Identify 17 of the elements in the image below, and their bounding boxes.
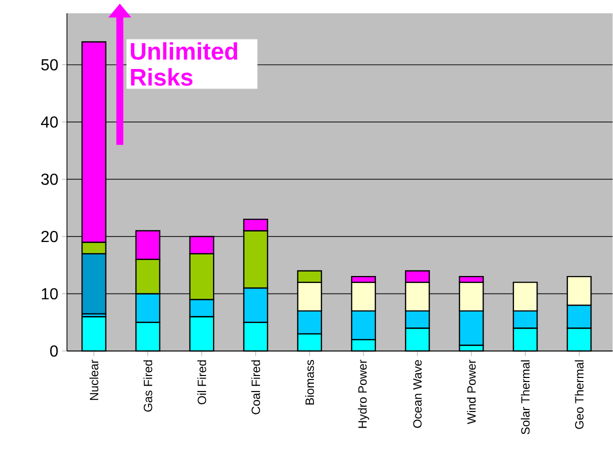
y-tick-label: 10 xyxy=(42,288,58,300)
x-tick-label: Hydro Power xyxy=(358,360,370,428)
x-tick-label: Gas Fired xyxy=(143,360,152,412)
x-tick-label: Nuclear xyxy=(90,360,98,400)
y-tick-label: 40 xyxy=(41,116,58,128)
y-tick-label: 20 xyxy=(41,230,58,242)
x-tick-label: Wind Power xyxy=(466,360,476,424)
y-tick-label: 50 xyxy=(41,59,58,70)
x-tick-label: Biomass xyxy=(305,360,314,405)
x-tick-label: Coal Fired xyxy=(251,360,260,414)
x-tick-label: Ocean Wave xyxy=(413,360,422,428)
y-tick-label: 0 xyxy=(50,345,58,357)
x-tick-label: Geo Thermal xyxy=(574,360,584,429)
x-tick-label: Solar Thermal xyxy=(520,360,530,434)
annotation: Unlimited Risks xyxy=(130,42,238,86)
y-tick-label: 30 xyxy=(41,174,58,185)
x-tick-label: Oil Fired xyxy=(197,360,206,404)
